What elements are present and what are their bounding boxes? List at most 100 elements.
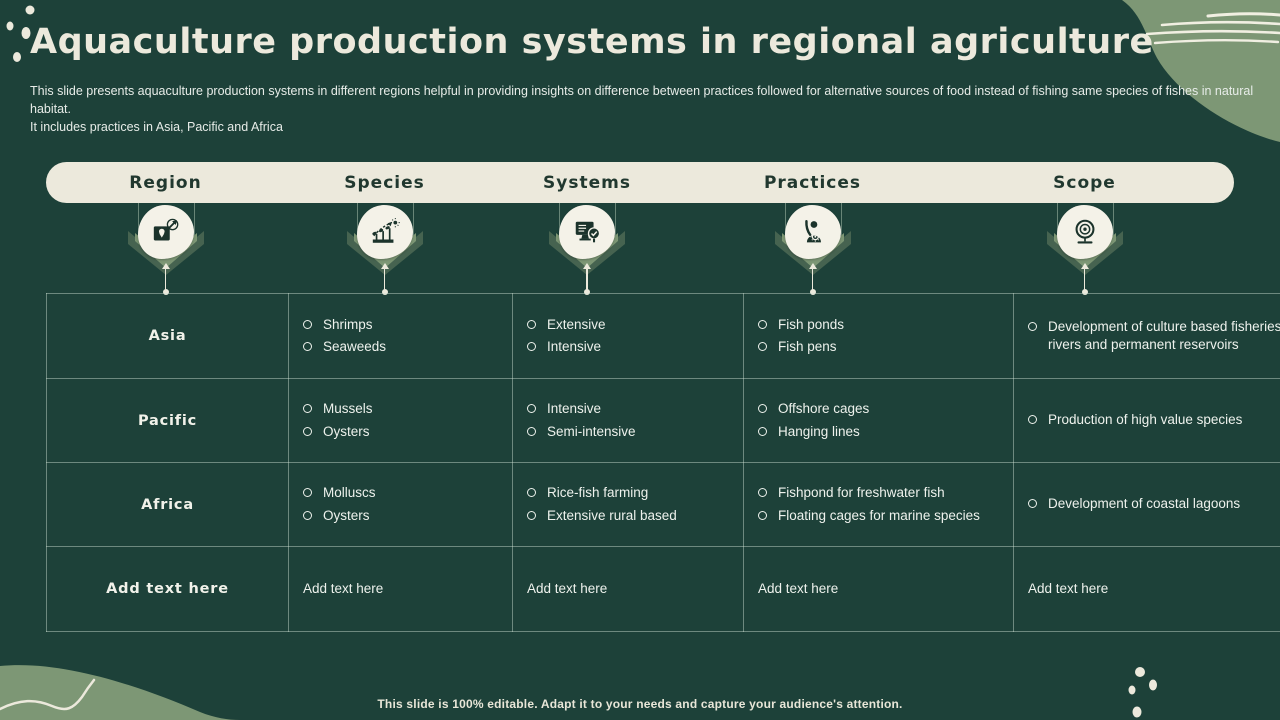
circle-bullet-icon [303,510,312,520]
slide-title: Aquaculture production systems in region… [30,22,1154,62]
column-header-label: Species [344,172,425,193]
species-cell[interactable]: Add text here [288,546,513,632]
list-item: Add text here [527,580,733,598]
list-item: Intensive [527,338,733,356]
list-item-text: Production of high value species [1048,412,1243,428]
connector-dot [809,289,816,295]
list-item: Production of high value species [1028,411,1280,429]
table-row: Add text here Add text here Add text here A… [46,546,1280,632]
circle-bullet-icon [527,426,536,436]
list-item: Intensive [527,400,733,418]
aquaculture-table: Asia Shrimps Seaweeds Extensive Intensive Fis… [46,293,1280,632]
connector-arrow [1080,263,1090,295]
corner-blob-bottom-left [0,665,240,720]
list-item: Molluscs [303,484,502,502]
circle-bullet-icon [527,404,536,414]
subtitle-line-1: This slide presents aquaculture producti… [30,84,1254,117]
list-item-text: Add text here [527,580,608,596]
connector-dot [584,289,590,295]
connector-arrow [380,263,390,295]
arrow-up-icon [1080,263,1089,269]
column-header-label: Scope [1053,172,1116,193]
systems-cell[interactable]: Add text here [512,546,744,632]
ribbon-line-right [193,203,195,245]
list-item: Extensive [527,316,733,334]
scope-cell[interactable]: Add text here [1013,546,1280,632]
circle-bullet-icon [527,510,536,520]
ribbon-line-left [356,203,358,245]
editable-note: This slide is 100% editable. Adapt it to… [377,697,903,711]
list-item: Oysters [303,423,502,441]
column-icon-assembly-species [285,203,484,295]
column-icon-row [46,203,1234,295]
list-item: Rice-fish farming [527,484,733,502]
subtitle-line-2: It includes practices in Asia, Pacific a… [30,120,283,135]
connector-dot [162,289,169,295]
list-item: Seaweeds [303,338,502,356]
icon-badge [137,205,194,259]
slide-subtitle: This slide presents aquaculture producti… [30,82,1255,136]
icon-badge [356,205,413,259]
circle-bullet-icon [1028,415,1037,425]
column-header-region: Region [46,162,285,203]
list-item: Add text here [303,580,502,598]
list-item-text: Fish pens [778,339,837,354]
list-item-text: Offshore cages [778,401,870,417]
ribbon-line-right [615,203,616,245]
list-item-text: Floating cages for marine species [778,507,980,523]
table-header-pill: Region Species Systems Practices Scope [46,162,1234,203]
species-cell: Molluscs Oysters [288,462,513,547]
column-header-practices: Practices [690,162,935,203]
circle-bullet-icon [303,319,312,329]
practices-cell[interactable]: Add text here [743,546,1014,632]
connector-arrow [808,263,818,295]
list-item: Fish pens [758,338,1003,356]
arrow-up-icon [808,263,817,269]
practices-cell: Fish ponds Fish pens [743,293,1014,379]
list-item: Semi-intensive [527,423,733,441]
ribbon-line-left [784,203,786,245]
list-item-text: Shrimps [323,316,373,332]
list-item: Extensive rural based [527,507,733,525]
circle-bullet-icon [758,319,767,329]
arrow-up-icon [583,263,591,269]
list-item-text: Extensive rural based [547,507,677,523]
arrow-up-icon [161,263,170,269]
list-item: Fishpond for freshwater fish [758,484,1003,502]
map-location-icon [153,218,178,241]
list-item: Development of coastal lagoons [1028,495,1280,513]
column-icon-assembly-systems [484,203,690,295]
list-item-text: Hanging lines [778,423,860,439]
circle-bullet-icon [1028,321,1037,331]
table-row: Pacific Mussels Oysters Intensive Semi-inten… [46,378,1280,463]
target-scope-icon [1075,219,1094,244]
connector-dot [381,289,388,295]
circle-bullet-icon [527,488,536,498]
list-item-text: Molluscs [323,485,376,501]
list-item-text: Extensive [547,316,606,332]
region-cell: Pacific [46,378,289,463]
column-icon-assembly-practices [690,203,935,295]
list-item-text: Fishpond for freshwater fish [778,485,945,501]
icon-badge [559,205,615,259]
list-item-text: Fish ponds [778,316,845,332]
list-item-text: Development of culture based fisheries i… [1048,318,1280,352]
table-row: Asia Shrimps Seaweeds Extensive Intensive Fis… [46,293,1280,379]
ribbon-line-right [840,203,842,245]
list-item-text: Add text here [758,580,839,596]
ribbon-line-left [137,203,139,245]
practices-cell: Fishpond for freshwater fish Floating cag… [743,462,1014,547]
list-item-text: Seaweeds [323,339,387,354]
region-cell[interactable]: Add text here [46,546,289,632]
practices-cell: Offshore cages Hanging lines [743,378,1014,463]
icon-badge [1056,205,1113,259]
circle-bullet-icon [303,404,312,414]
scope-cell: Development of culture based fisheries i… [1013,293,1280,379]
list-item: Offshore cages [758,400,1003,418]
connector-arrow [582,263,592,295]
circle-bullet-icon [527,342,536,351]
systems-cell: Extensive Intensive [512,293,744,379]
list-item-text: Add text here [1028,580,1109,596]
list-item-text: Oysters [323,423,370,439]
circle-bullet-icon [758,510,767,520]
